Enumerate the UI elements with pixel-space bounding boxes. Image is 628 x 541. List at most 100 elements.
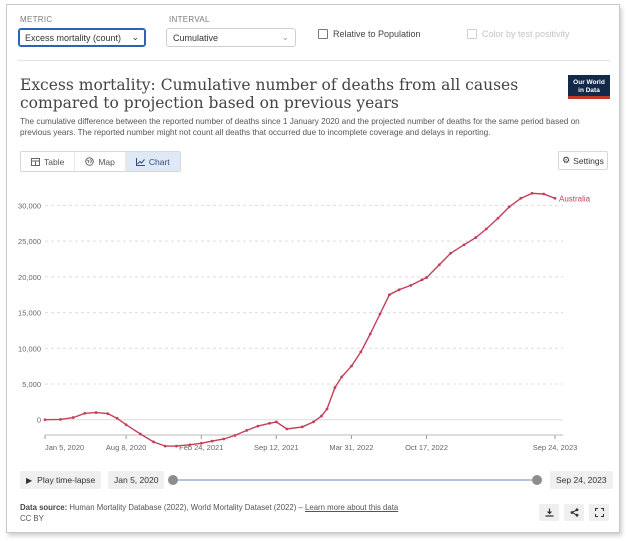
data-point — [138, 432, 142, 436]
data-point — [83, 411, 87, 415]
tab-chart-label: Chart — [148, 156, 170, 167]
data-point — [387, 293, 391, 297]
tab-table-label: Table — [44, 156, 65, 167]
settings-label: Settings — [573, 155, 604, 166]
chart-title: Excess mortality: Cumulative number of d… — [20, 76, 519, 112]
data-point — [285, 427, 289, 431]
interval-label: INTERVAL — [169, 15, 210, 24]
data-point — [274, 420, 278, 424]
interval-select-value: Cumulative — [173, 33, 219, 43]
x-tick-label: Feb 24, 2021 — [179, 443, 223, 452]
source-text: Human Mortality Database (2022), World M… — [69, 503, 303, 512]
data-point — [256, 424, 260, 428]
data-point — [94, 411, 98, 414]
data-point — [484, 227, 488, 231]
data-point — [312, 420, 315, 424]
source-label: Data source: — [20, 503, 68, 512]
chart-subtitle: The cumulative difference between the re… — [20, 117, 580, 137]
data-point — [340, 375, 344, 379]
logo-accent-bar — [568, 96, 610, 99]
data-point — [420, 278, 424, 282]
timeline-end-label: Sep 24, 2023 — [556, 475, 607, 485]
data-point — [462, 243, 466, 247]
download-icon — [545, 508, 553, 517]
data-point — [425, 276, 428, 279]
timeline-end-handle[interactable] — [532, 475, 542, 485]
data-point — [175, 444, 178, 448]
interval-select[interactable]: Cumulative ⌄ — [166, 28, 296, 47]
data-point — [233, 434, 237, 437]
tab-table[interactable]: Table — [21, 152, 76, 171]
timeline-slider[interactable] — [0, 470, 628, 490]
y-tick-label: 15,000 — [18, 309, 41, 318]
series-label-australia: Australia — [559, 194, 591, 203]
data-point — [152, 440, 155, 444]
data-point — [115, 416, 119, 420]
data-point — [325, 407, 329, 411]
fullscreen-icon — [594, 508, 604, 517]
logo-line-1: Our World — [573, 79, 605, 86]
learn-more-link[interactable]: Learn more about this data — [305, 503, 399, 512]
color-by-test-positivity-checkbox: Color by test positivity — [467, 29, 570, 39]
data-point — [222, 437, 226, 441]
download-button[interactable] — [539, 504, 559, 521]
checkbox-box — [467, 29, 477, 39]
metric-select[interactable]: Excess mortality (count) ⌄ — [18, 28, 146, 47]
data-point — [245, 429, 249, 432]
controls-divider — [18, 60, 610, 61]
relative-to-population-checkbox[interactable]: Relative to Population — [318, 29, 421, 39]
data-point — [333, 386, 337, 389]
data-point — [199, 441, 203, 445]
tab-map[interactable]: Map — [75, 152, 126, 171]
gear-icon: ⚙ — [562, 155, 571, 165]
data-point — [507, 205, 511, 209]
x-tick-label: Jan 5, 2020 — [45, 443, 84, 452]
data-source: Data source: Human Mortality Database (2… — [20, 502, 398, 524]
fullscreen-button[interactable] — [589, 504, 609, 521]
data-point — [519, 196, 523, 200]
data-point — [449, 251, 452, 255]
data-point — [43, 418, 47, 422]
y-tick-label: 5,000 — [22, 380, 41, 389]
chevron-down-icon: ⌄ — [281, 32, 289, 42]
tab-map-label: Map — [98, 156, 115, 167]
y-tick-label: 20,000 — [18, 273, 41, 282]
line-chart-icon — [135, 157, 145, 166]
data-point — [210, 439, 214, 443]
table-icon — [31, 157, 40, 166]
logo-line-2: in Data — [578, 86, 600, 94]
data-point — [409, 284, 413, 287]
owid-logo[interactable]: Our World in Data — [568, 75, 610, 99]
grapher-frame — [6, 4, 620, 533]
license-text: CC BY — [20, 514, 44, 523]
data-point — [553, 196, 557, 200]
data-point — [368, 332, 372, 336]
data-point — [124, 423, 128, 427]
timeline-end-date[interactable]: Sep 24, 2023 — [550, 471, 613, 489]
settings-button[interactable]: ⚙ Settings — [558, 151, 608, 170]
data-point — [496, 216, 500, 220]
share-button[interactable] — [564, 504, 584, 521]
color-by-test-positivity-label: Color by test positivity — [482, 29, 570, 39]
data-point — [300, 425, 304, 429]
play-timelapse-button[interactable]: ▶ Play time-lapse — [20, 471, 102, 489]
y-tick-label: 0 — [37, 416, 41, 425]
checkbox-box[interactable] — [318, 29, 328, 39]
chevron-down-icon: ⌄ — [131, 32, 139, 42]
x-tick-label: Oct 17, 2022 — [405, 443, 448, 452]
timeline-start-handle[interactable] — [168, 475, 178, 485]
globe-icon — [85, 157, 95, 166]
line-chart: 0 5,000 10,000 15,000 20,000 25,000 30,000 Jan… — [18, 191, 591, 452]
data-point — [542, 192, 546, 196]
y-tick-label: 25,000 — [18, 237, 41, 246]
timeline-start-date[interactable]: Jan 5, 2020 — [108, 471, 165, 489]
play-icon: ▶ — [26, 475, 33, 485]
x-tick-label: Aug 8, 2020 — [106, 443, 146, 452]
metric-label: METRIC — [20, 15, 53, 24]
tab-chart[interactable]: Chart — [125, 152, 180, 171]
data-point — [106, 412, 110, 416]
relative-to-population-label: Relative to Population — [333, 29, 421, 39]
data-point — [378, 312, 382, 316]
data-point — [58, 417, 62, 421]
data-point — [188, 443, 192, 447]
